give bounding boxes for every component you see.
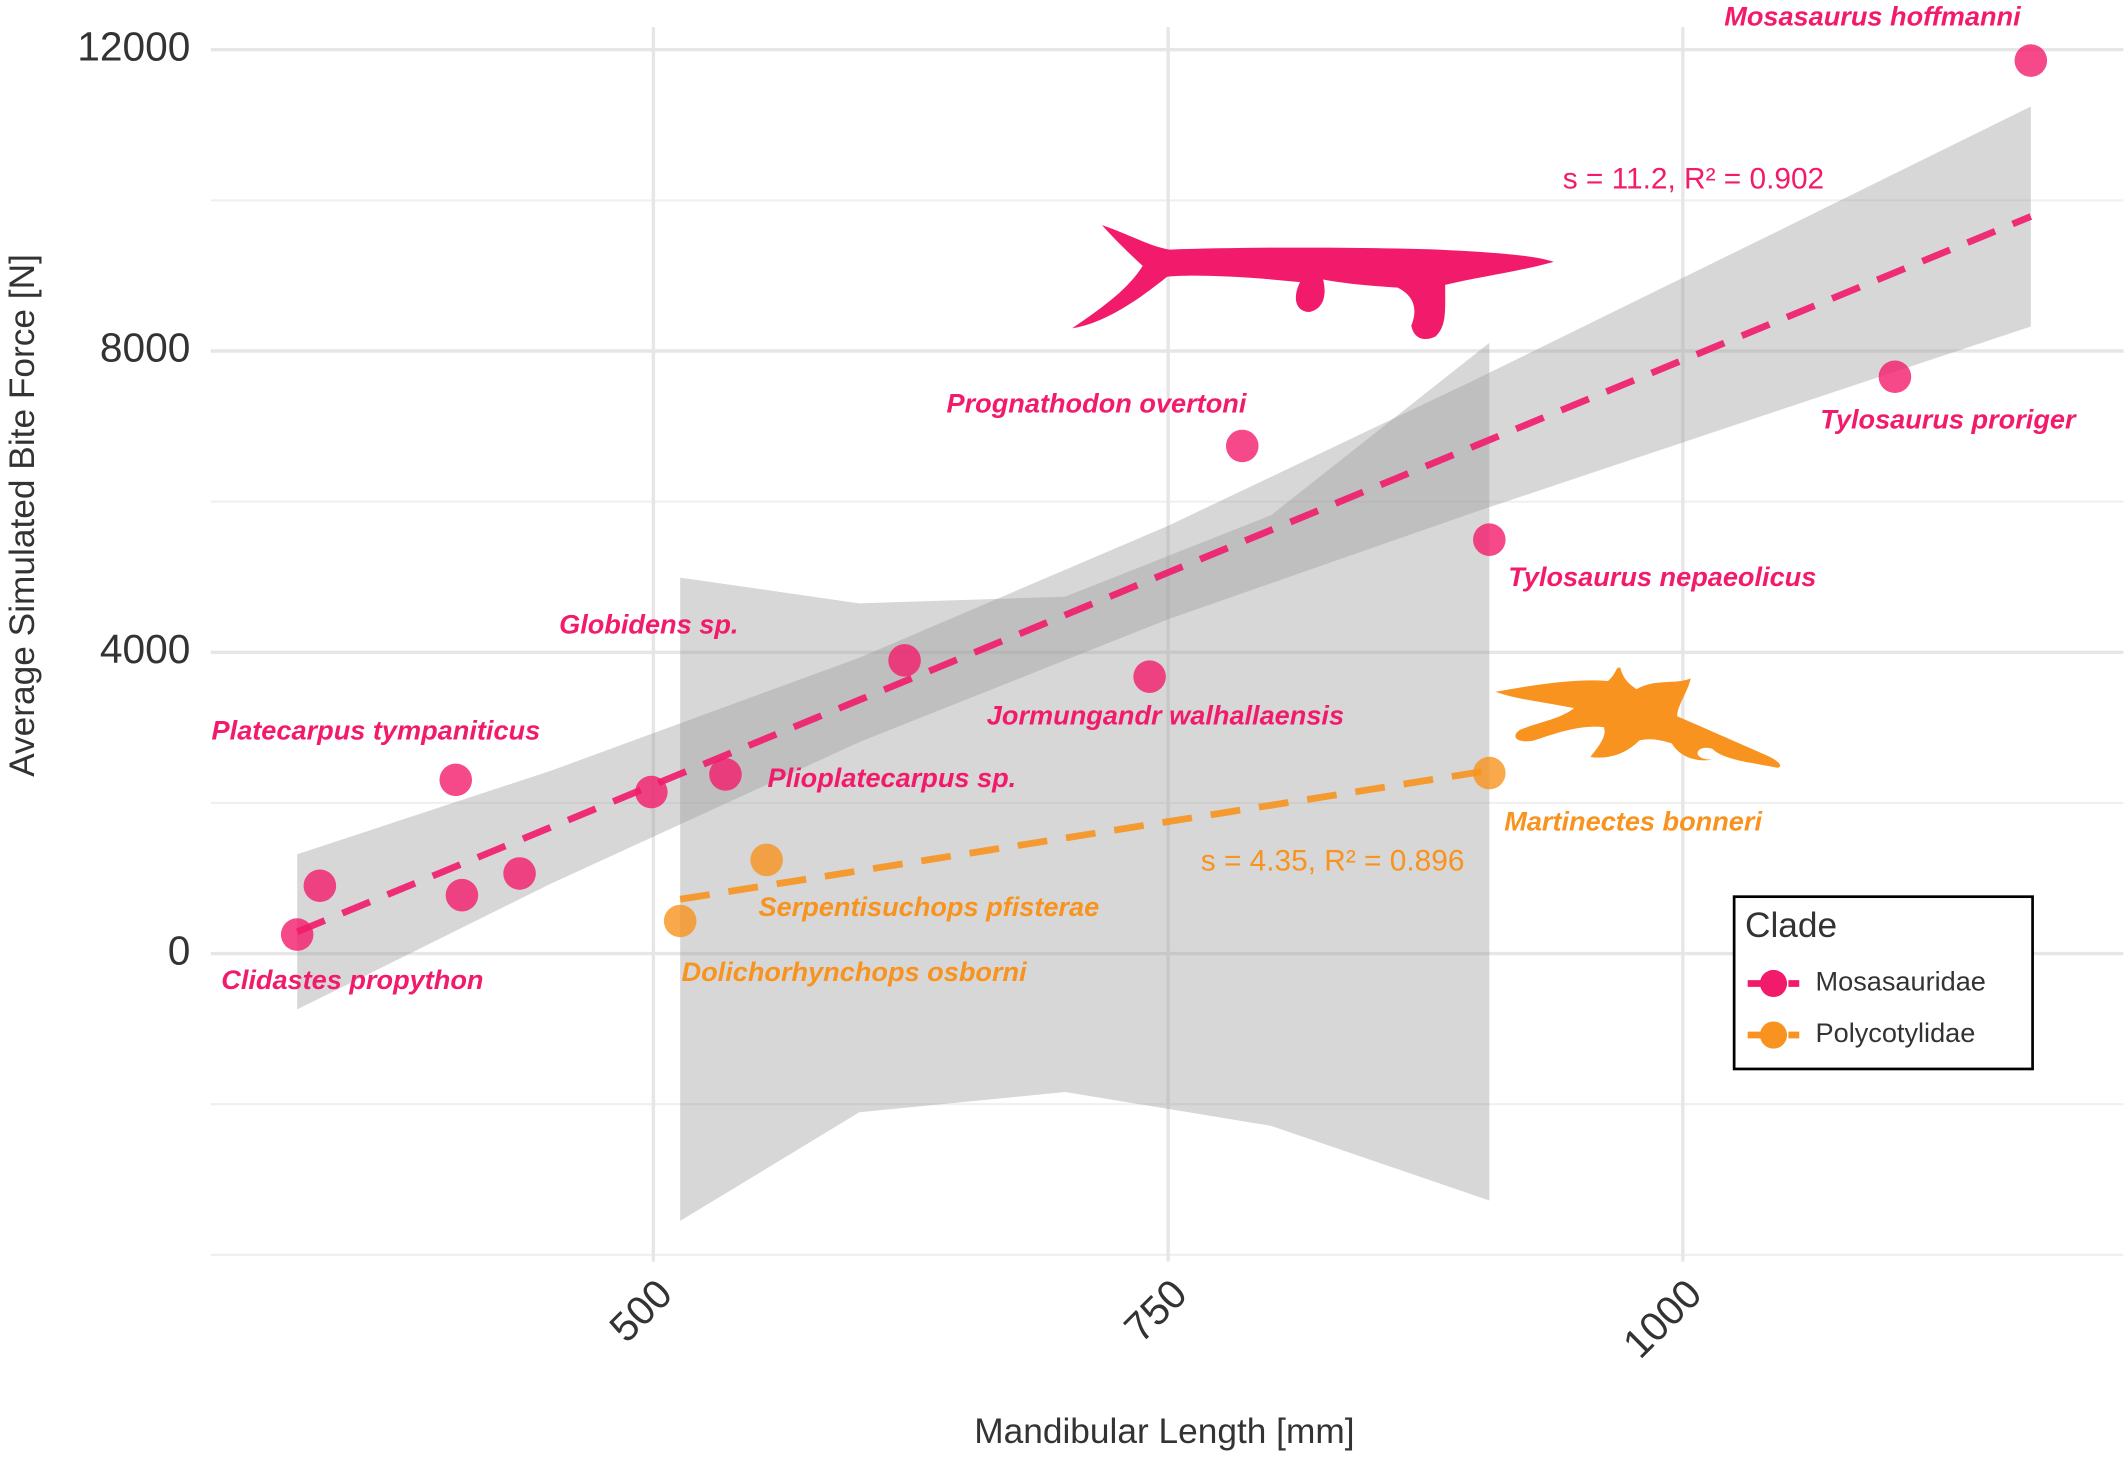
point-label: Dolichorhynchops osborni bbox=[682, 956, 1028, 987]
legend-title: Clade bbox=[1745, 906, 1837, 945]
point-label: Serpentisuchops pfisterae bbox=[758, 891, 1099, 922]
point bbox=[888, 644, 921, 677]
point bbox=[635, 775, 668, 809]
point bbox=[280, 918, 314, 951]
point-label: Globidens sp. bbox=[559, 609, 738, 640]
fit-line bbox=[679, 767, 1490, 903]
y-tick-label: 12000 bbox=[77, 23, 190, 69]
legend-label: Polycotylidae bbox=[1816, 1017, 1976, 1048]
fit-line bbox=[295, 213, 2033, 935]
y-axis-label: Average Simulated Bite Force [N] bbox=[3, 254, 42, 777]
legend: Clade Mosasauridae Polycotylidae bbox=[1732, 895, 2034, 1071]
legend-key-point bbox=[1759, 1021, 1788, 1049]
point bbox=[1225, 429, 1259, 463]
point bbox=[439, 763, 473, 797]
point-label: Jormungandr walhallaensis bbox=[987, 700, 1344, 731]
x-tick-label: 750 bbox=[1115, 1270, 1196, 1351]
point-label: Clidastes propython bbox=[221, 964, 483, 995]
legend-key-point bbox=[1759, 969, 1788, 998]
point bbox=[445, 878, 479, 912]
point bbox=[1473, 756, 1506, 790]
y-tick-label: 0 bbox=[168, 927, 191, 973]
point bbox=[1473, 523, 1506, 556]
grid-layer bbox=[210, 27, 2124, 1262]
legend-label: Mosasauridae bbox=[1816, 966, 1986, 997]
point bbox=[1133, 660, 1166, 693]
point-label: Prognathodon overtoni bbox=[947, 387, 1247, 418]
point-layer bbox=[280, 44, 2048, 951]
point bbox=[503, 857, 536, 890]
plesiosaur-silhouette bbox=[1495, 667, 1781, 768]
x-tick-label: 1000 bbox=[1614, 1270, 1711, 1367]
silhouettes bbox=[1072, 225, 1781, 768]
point bbox=[709, 758, 742, 791]
y-tick-label: 4000 bbox=[100, 626, 191, 672]
point bbox=[2014, 44, 2048, 77]
point-label: Plioplatecarpus sp. bbox=[768, 762, 1017, 793]
point bbox=[663, 904, 697, 938]
point bbox=[303, 869, 337, 903]
confidence-band bbox=[680, 342, 1490, 1221]
point-label: Platecarpus tympaniticus bbox=[212, 715, 541, 746]
fit-annotation: s = 11.2, R² = 0.902 bbox=[1563, 162, 1824, 195]
point bbox=[750, 843, 783, 877]
point-label: Tylosaurus proriger bbox=[1820, 404, 2077, 435]
y-tick-label: 8000 bbox=[100, 325, 191, 371]
fit-layer bbox=[295, 213, 2033, 935]
point-label: Tylosaurus nepaeolicus bbox=[1508, 561, 1816, 592]
x-tick-label: 500 bbox=[600, 1270, 681, 1351]
mosasaur-silhouette bbox=[1072, 225, 1554, 340]
x-axis-label: Mandibular Length [mm] bbox=[974, 1412, 1354, 1451]
fit-annotation: s = 4.35, R² = 0.896 bbox=[1201, 845, 1465, 878]
point bbox=[1878, 360, 1912, 394]
point-label: Mosasaurus hoffmanni bbox=[1724, 1, 2021, 32]
point-label: Martinectes bonneri bbox=[1504, 805, 1762, 836]
